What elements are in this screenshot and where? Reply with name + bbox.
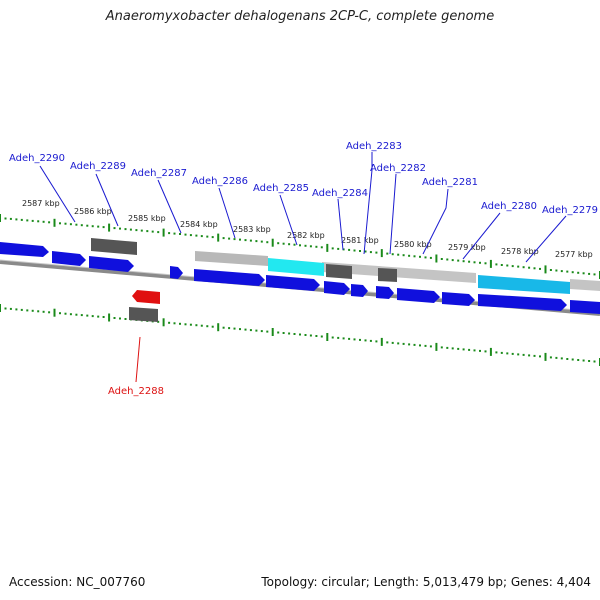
accession-text: Accession: NC_007760 [9, 575, 146, 589]
kbp-label: 2585 kbp [128, 214, 166, 223]
gene-arrow-forward[interactable] [324, 281, 350, 295]
gene-arrow-forward[interactable] [89, 256, 134, 272]
kbp-label: 2582 kbp [287, 231, 325, 240]
gene-labels: Adeh_2290 Adeh_2289 Adeh_2287 Adeh_2286 … [9, 141, 598, 397]
gene-label[interactable]: Adeh_2285 [253, 183, 309, 194]
gene-label[interactable]: Adeh_2284 [312, 188, 368, 199]
leader-line-red [135, 336, 141, 383]
gene-arrow-forward[interactable] [266, 275, 320, 291]
leader-line [157, 179, 182, 234]
kbp-label: 2579 kbp [448, 243, 486, 252]
gene-label[interactable]: Adeh_2290 [9, 153, 65, 164]
gene-arrow-forward[interactable] [52, 251, 86, 266]
kbp-label: 2583 kbp [233, 225, 271, 234]
gene-arrow-forward[interactable] [442, 292, 475, 306]
gene-features [0, 238, 600, 322]
leader-line [279, 194, 298, 246]
gene-arrow-reverse[interactable] [132, 290, 160, 304]
map-title: Anaeromyxobacter dehalogenans 2CP-C, com… [105, 9, 495, 24]
gene-label[interactable]: Adeh_2283 [346, 141, 402, 152]
feature-box[interactable] [322, 262, 476, 283]
gene-label[interactable]: Adeh_2281 [422, 177, 478, 188]
highlight-feature[interactable] [478, 275, 570, 294]
gene-arrow-forward[interactable] [0, 242, 49, 257]
kbp-label: 2586 kbp [74, 207, 112, 216]
gene-arrow-forward[interactable] [170, 266, 183, 279]
gene-label[interactable]: Adeh_2279 [542, 205, 598, 216]
label-leader-lines [39, 152, 567, 263]
leader-line [389, 173, 397, 255]
gene-label[interactable]: Adeh_2282 [370, 163, 426, 174]
kbp-label: 2584 kbp [180, 220, 218, 229]
leader-line [39, 165, 76, 223]
feature-box[interactable] [570, 279, 600, 291]
gene-box-gray[interactable] [326, 264, 352, 279]
leader-line [218, 187, 236, 239]
gene-arrow-forward[interactable] [351, 284, 368, 297]
leader-line [363, 152, 373, 255]
gene-label[interactable]: Adeh_2287 [131, 168, 187, 179]
leader-line [95, 173, 119, 227]
kbp-label: 2577 kbp [555, 250, 593, 259]
gene-box-gray[interactable] [91, 238, 137, 255]
leader-line [337, 198, 344, 251]
leader-line [462, 212, 501, 260]
leader-line [525, 215, 567, 263]
gene-arrow-forward[interactable] [376, 286, 394, 299]
feature-box[interactable] [195, 251, 268, 266]
gene-arrow-forward[interactable] [478, 294, 567, 311]
gene-label[interactable]: Adeh_2280 [481, 201, 537, 212]
kbp-label: 2580 kbp [394, 240, 432, 249]
kbp-label: 2587 kbp [22, 199, 60, 208]
inner-tick-ruler [0, 304, 600, 366]
gene-arrow-forward[interactable] [194, 269, 265, 286]
gene-box-gray[interactable] [378, 268, 397, 282]
gene-arrow-forward[interactable] [570, 300, 600, 314]
kbp-label: 2578 kbp [501, 247, 539, 256]
leader-line [422, 188, 449, 255]
kbp-label: 2581 kbp [341, 236, 379, 245]
outer-tick-ruler [0, 214, 600, 279]
gene-label[interactable]: Adeh_2286 [192, 176, 248, 187]
kbp-labels: 2587 kbp 2586 kbp 2585 kbp 2584 kbp 2583… [22, 199, 593, 259]
gene-box-gray[interactable] [129, 307, 158, 322]
genome-summary-text: Topology: circular; Length: 5,013,479 bp… [261, 575, 591, 589]
gene-label[interactable]: Adeh_2289 [70, 161, 126, 172]
gene-arrow-forward[interactable] [397, 288, 440, 303]
gene-label[interactable]: Adeh_2288 [108, 386, 164, 397]
highlight-feature[interactable] [268, 258, 324, 276]
